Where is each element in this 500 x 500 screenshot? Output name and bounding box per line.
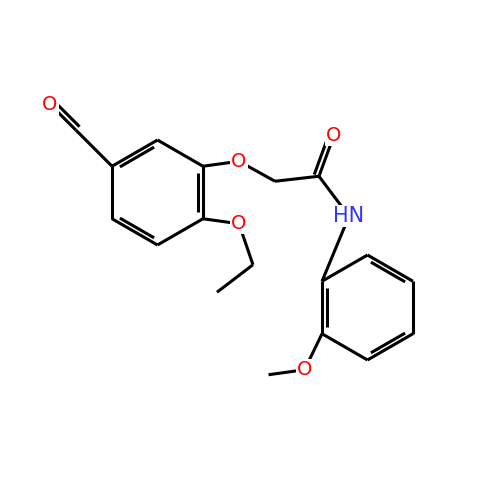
Text: O: O [42,94,58,114]
Text: O: O [232,214,246,233]
Text: HN: HN [334,206,364,226]
Text: O: O [297,360,312,379]
Text: O: O [326,126,342,145]
Text: O: O [232,152,246,171]
